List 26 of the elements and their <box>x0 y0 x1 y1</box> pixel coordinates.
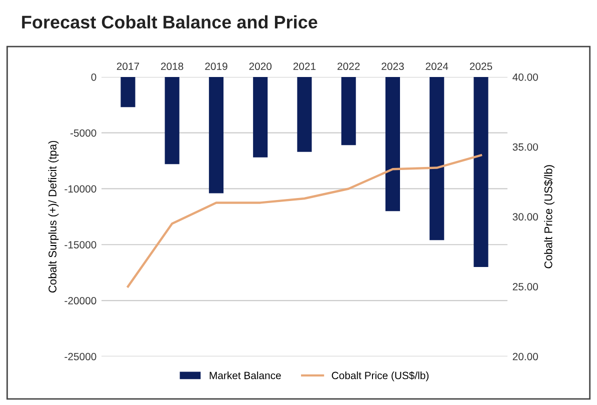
y-tick-label: -10000 <box>64 185 96 193</box>
chart-title: Forecast Cobalt Balance and Price <box>22 15 318 29</box>
x-tick-label: 2020 <box>249 62 272 70</box>
line-series <box>126 154 482 288</box>
y2-tick-label: 20.00 <box>512 352 538 360</box>
legend-label: Cobalt Price (US$/lb) <box>332 371 429 382</box>
x-tick-label: 2018 <box>161 62 184 70</box>
y2-tick-label: 25.00 <box>512 283 538 290</box>
x-tick-label: 2024 <box>426 62 448 70</box>
y2-tick-label: 35.00 <box>512 143 538 151</box>
y-axis-title: Cobalt Surplus (+)/ Deficit (tpa) <box>48 140 59 293</box>
x-tick-label: 2019 <box>205 62 228 70</box>
x-tick-label: 2021 <box>293 62 316 70</box>
x-tick-label: 2023 <box>382 62 404 70</box>
y2-tick-label: 30.00 <box>512 213 538 221</box>
y2-tick-label: 40.00 <box>512 73 538 81</box>
y2-axis-title: Cobalt Price (US$/lb) <box>544 165 554 268</box>
x-tick-label: 2025 <box>470 62 492 70</box>
x-tick-label: 2022 <box>338 62 360 70</box>
x-tick-label: 2017 <box>116 62 140 70</box>
y-tick-label: -15000 <box>64 241 96 248</box>
y-tick-label: -25000 <box>64 352 96 360</box>
y-tick-label: -5000 <box>70 129 96 137</box>
y-tick-label: 0 <box>91 73 96 81</box>
legend-label: Market Balance <box>210 372 281 380</box>
y-tick-label: -20000 <box>64 297 96 304</box>
